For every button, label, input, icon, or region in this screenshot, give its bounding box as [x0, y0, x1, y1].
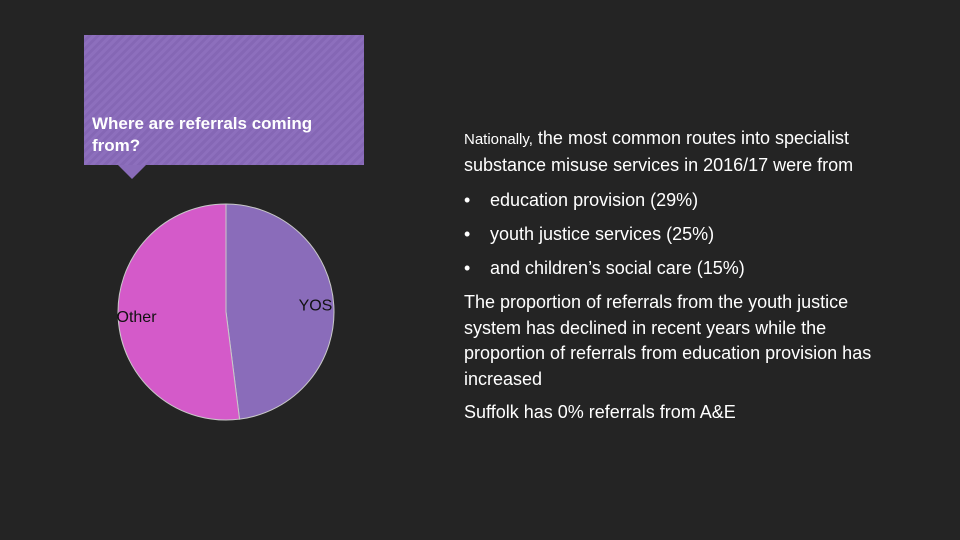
- pie-label-yos: YOS: [299, 298, 333, 315]
- bullet-item: • and children’s social care (15%): [464, 256, 904, 282]
- callout-box: Where are referrals coming from?: [84, 35, 364, 165]
- bullet-item: • education provision (29%): [464, 188, 904, 214]
- lead-rest: the most common routes into specialist s…: [464, 128, 854, 175]
- bullet-item: • youth justice services (25%): [464, 222, 904, 248]
- lead-small: Nationally,: [464, 131, 533, 148]
- pie-slice-yos: [225, 203, 335, 420]
- lead-paragraph: Nationally, the most common routes into …: [464, 126, 904, 178]
- callout-pointer: [118, 165, 146, 179]
- suffolk-paragraph: Suffolk has 0% referrals from A&E: [464, 402, 736, 422]
- text-panel: Nationally, the most common routes into …: [464, 126, 904, 426]
- bullet-list: • education provision (29%) • youth justic…: [464, 188, 904, 282]
- callout-title: Where are referrals coming from?: [92, 114, 313, 155]
- bullet-dot: •: [464, 190, 471, 210]
- pie-label-other: Other: [117, 309, 158, 326]
- bullet-text: and children’s social care (15%): [490, 258, 745, 278]
- bullet-dot: •: [464, 258, 471, 278]
- bullet-text: youth justice services (25%): [490, 224, 715, 244]
- bullet-text: education provision (29%): [490, 190, 699, 210]
- pie-slice-other: [117, 203, 241, 421]
- bullet-dot: •: [464, 224, 471, 244]
- trend-paragraph: The proportion of referrals from the you…: [464, 292, 872, 389]
